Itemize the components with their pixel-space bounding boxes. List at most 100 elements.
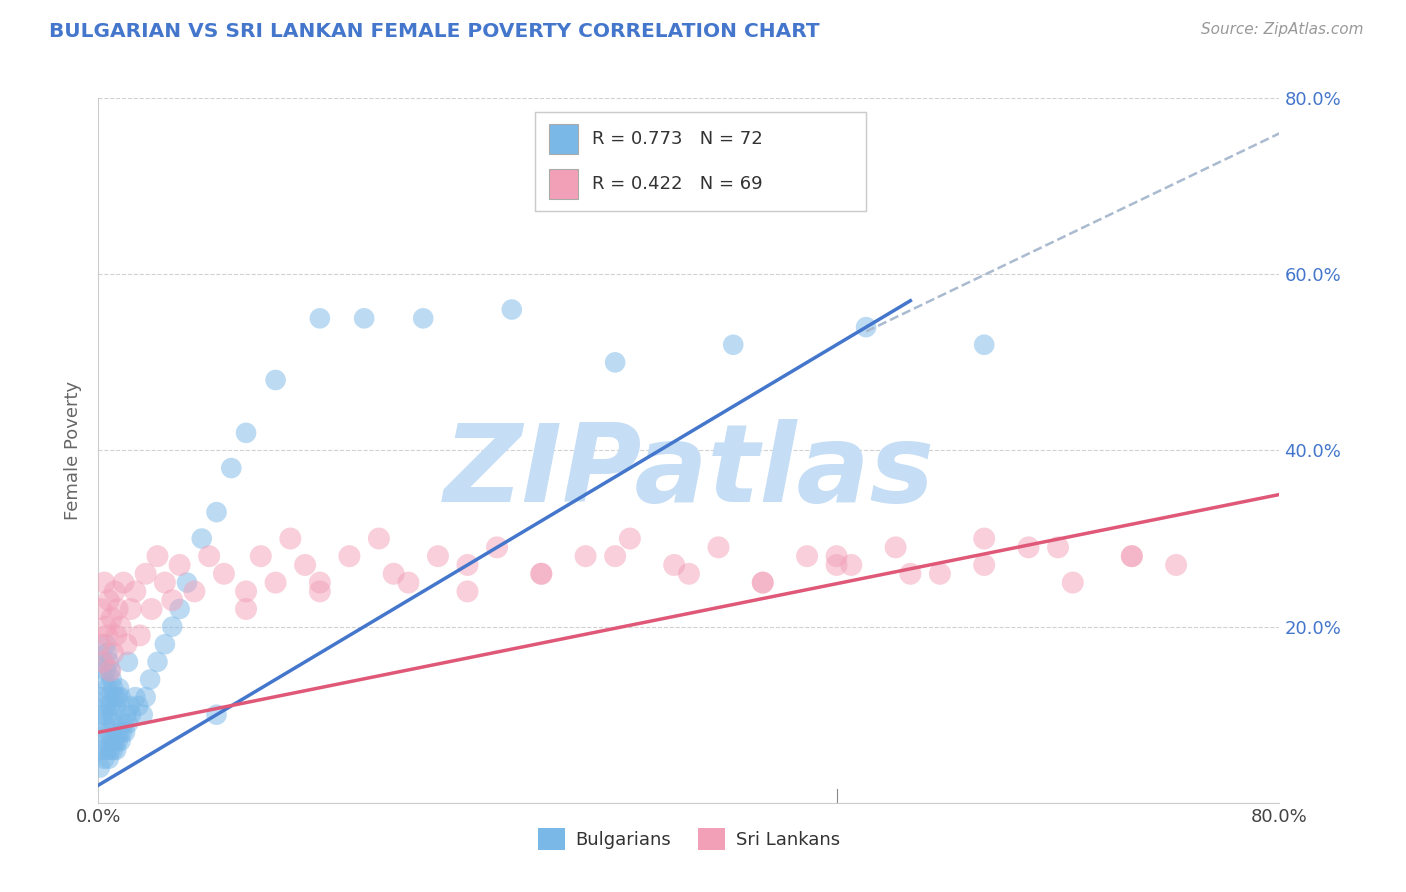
Point [94, 734, 117, 748]
Point [309, 311, 332, 326]
Point [146, 549, 169, 564]
Point [117, 716, 139, 731]
Point [183, 584, 205, 599]
Point [796, 549, 818, 564]
Point [855, 320, 877, 334]
Point [107, 602, 129, 616]
Point [398, 575, 420, 590]
Point [841, 558, 863, 572]
Point [91, 743, 114, 757]
Point [973, 558, 995, 572]
Point [752, 575, 775, 590]
Point [146, 655, 169, 669]
Point [153, 575, 176, 590]
Point [93, 752, 115, 766]
Point [280, 532, 302, 546]
Point [1166, 558, 1188, 572]
Point [94, 698, 117, 713]
Point [221, 461, 243, 475]
Point [114, 725, 136, 739]
Point [678, 566, 700, 581]
Point [118, 698, 141, 713]
Point [93, 716, 115, 731]
Point [309, 584, 332, 599]
Point [205, 707, 228, 722]
Point [103, 646, 125, 660]
Point [162, 593, 183, 607]
Point [128, 628, 150, 642]
Point [97, 655, 120, 669]
Point [619, 532, 641, 546]
Point [1062, 575, 1084, 590]
Point [96, 681, 118, 696]
Point [98, 743, 121, 757]
Point [486, 541, 509, 555]
Point [235, 602, 257, 616]
Point [309, 575, 332, 590]
Point [110, 619, 132, 633]
Point [91, 707, 114, 722]
Point [235, 425, 257, 440]
Point [103, 681, 125, 696]
Point [110, 690, 132, 705]
Point [339, 549, 361, 564]
Text: Source: ZipAtlas.com: Source: ZipAtlas.com [1201, 22, 1364, 37]
Point [98, 698, 121, 713]
Point [111, 725, 134, 739]
Y-axis label: Female Poverty: Female Poverty [65, 381, 83, 520]
Point [107, 734, 129, 748]
Point [723, 337, 745, 351]
Point [575, 549, 598, 564]
Point [139, 673, 162, 687]
Point [135, 566, 157, 581]
Legend: Bulgarians, Sri Lankans: Bulgarians, Sri Lankans [530, 821, 848, 857]
Point [169, 558, 191, 572]
Point [108, 681, 131, 696]
Point [115, 637, 138, 651]
Point [973, 337, 995, 351]
Point [1121, 549, 1143, 564]
Point [353, 311, 375, 326]
Point [105, 743, 128, 757]
Point [973, 532, 995, 546]
Point [90, 602, 112, 616]
Point [825, 549, 848, 564]
Point [105, 698, 128, 713]
Point [120, 707, 142, 722]
Point [94, 637, 117, 651]
Point [884, 541, 907, 555]
Point [605, 549, 627, 564]
Point [96, 707, 118, 722]
Point [89, 637, 111, 651]
Point [124, 584, 146, 599]
Point [530, 566, 553, 581]
Text: BULGARIAN VS SRI LANKAN FEMALE POVERTY CORRELATION CHART: BULGARIAN VS SRI LANKAN FEMALE POVERTY C… [49, 22, 820, 41]
Point [707, 541, 730, 555]
Point [117, 655, 139, 669]
Point [382, 566, 405, 581]
Point [103, 716, 125, 731]
Point [105, 628, 128, 642]
Point [368, 532, 391, 546]
Point [198, 549, 221, 564]
Point [104, 734, 127, 748]
Point [97, 752, 120, 766]
Point [530, 566, 553, 581]
Point [100, 707, 122, 722]
Point [664, 558, 686, 572]
Point [103, 743, 125, 757]
Point [169, 602, 191, 616]
Point [153, 637, 176, 651]
Point [176, 575, 198, 590]
Point [250, 549, 273, 564]
Point [900, 566, 922, 581]
Point [110, 734, 132, 748]
Point [212, 566, 235, 581]
Point [91, 655, 114, 669]
Point [141, 602, 163, 616]
Point [112, 575, 135, 590]
Point [1121, 549, 1143, 564]
Point [100, 734, 122, 748]
Point [97, 725, 120, 739]
Point [294, 558, 316, 572]
